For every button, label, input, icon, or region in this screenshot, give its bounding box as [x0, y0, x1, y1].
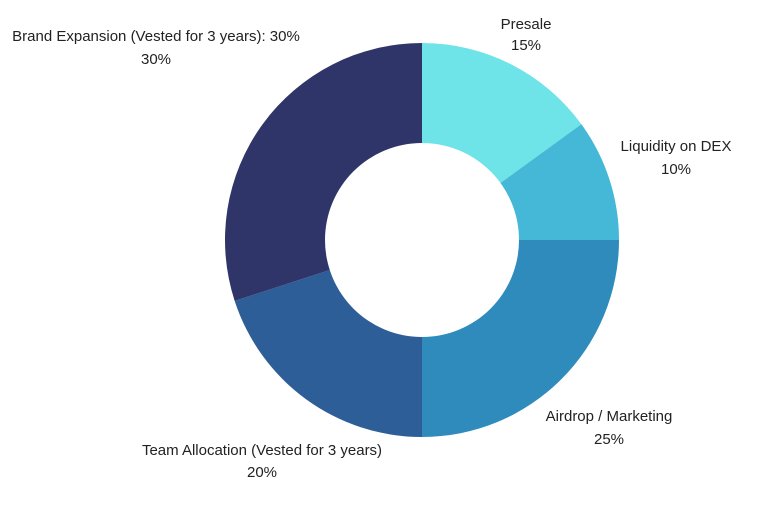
slice-value-airdrop: 25%: [594, 431, 624, 448]
slice-label-airdrop: Airdrop / Marketing: [546, 408, 673, 425]
slice-value-presale: 15%: [511, 37, 541, 54]
slice-value-team: 20%: [247, 464, 277, 481]
slice-value-brand: 30%: [141, 51, 171, 68]
slice-value-liquidity: 10%: [661, 161, 691, 178]
slice-label-team: Team Allocation (Vested for 3 years): [142, 442, 382, 459]
slice-label-presale: Presale: [501, 16, 552, 33]
slice-label-brand: Brand Expansion (Vested for 3 years): 30…: [12, 28, 300, 45]
slice-label-liquidity: Liquidity on DEX: [621, 138, 732, 155]
donut-hole: [325, 143, 519, 337]
